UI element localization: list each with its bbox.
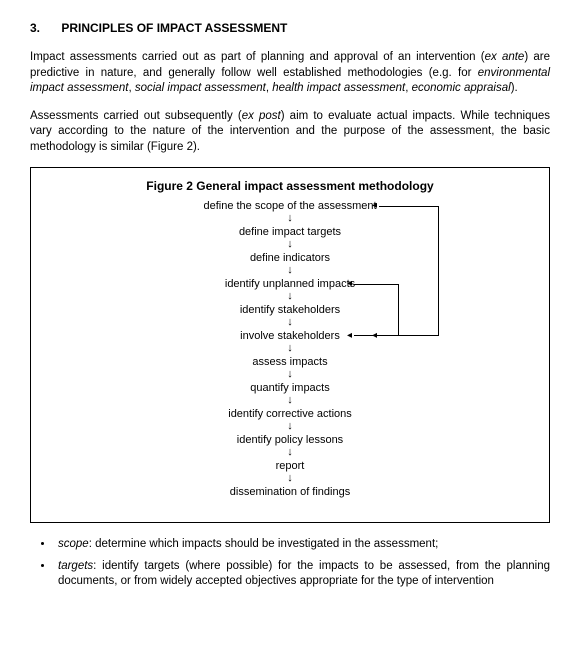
section-heading: 3. PRINCIPLES OF IMPACT ASSESSMENT	[30, 20, 550, 36]
flow-step: define the scope of the assessment	[39, 200, 541, 212]
flow-step: dissemination of findings	[39, 486, 541, 498]
flow-step: involve stakeholders	[39, 330, 541, 342]
down-arrow-icon: ↓	[287, 473, 293, 484]
down-arrow-icon: ↓	[287, 291, 293, 302]
term-economic: economic appraisal	[412, 82, 511, 94]
left-arrow-icon: ◂	[347, 331, 352, 341]
bullet-term: scope	[58, 538, 89, 550]
bullet-term: targets	[58, 560, 93, 572]
term-ex-post: ex post	[242, 110, 281, 122]
down-arrow-icon: ↓	[287, 265, 293, 276]
left-arrow-icon: ◂	[347, 279, 352, 289]
term-social-impact: social impact assessment	[135, 82, 266, 94]
flow-step: identify stakeholders	[39, 304, 541, 316]
left-arrow-icon: ◂	[372, 201, 377, 211]
term-ex-ante: ex ante	[485, 51, 525, 63]
bullet-text: : identify targets (where possible) for …	[58, 560, 550, 588]
section-title: PRINCIPLES OF IMPACT ASSESSMENT	[61, 21, 287, 35]
flow-step: define indicators	[39, 252, 541, 264]
list-item: targets: identify targets (where possibl…	[54, 559, 550, 590]
flow-step: identify unplanned impacts	[39, 278, 541, 290]
down-arrow-icon: ↓	[287, 421, 293, 432]
definition-list: scope: determine which impacts should be…	[30, 537, 550, 590]
down-arrow-icon: ↓	[287, 447, 293, 458]
paragraph-1: Impact assessments carried out as part o…	[30, 50, 550, 97]
text: ).	[511, 82, 518, 94]
flow-step: identify corrective actions	[39, 408, 541, 420]
down-arrow-icon: ↓	[287, 343, 293, 354]
text: Impact assessments carried out as part o…	[30, 51, 485, 63]
down-arrow-icon: ↓	[287, 395, 293, 406]
figure-title: Figure 2 General impact assessment metho…	[39, 178, 541, 194]
figure-2-box: Figure 2 General impact assessment metho…	[30, 167, 550, 523]
down-arrow-icon: ↓	[287, 369, 293, 380]
feedback-loop	[354, 284, 399, 336]
down-arrow-icon: ↓	[287, 239, 293, 250]
flowchart: define the scope of the assessment↓defin…	[39, 200, 541, 510]
section-number: 3.	[30, 20, 58, 36]
flow-step: report	[39, 460, 541, 472]
term-health-impact: health impact assessment	[272, 82, 405, 94]
down-arrow-icon: ↓	[287, 317, 293, 328]
text: Assessments carried out subsequently (	[30, 110, 242, 122]
flow-step: identify policy lessons	[39, 434, 541, 446]
list-item: scope: determine which impacts should be…	[54, 537, 550, 553]
paragraph-2: Assessments carried out subsequently (ex…	[30, 109, 550, 156]
flow-step: define impact targets	[39, 226, 541, 238]
bullet-text: : determine which impacts should be inve…	[89, 538, 439, 550]
down-arrow-icon: ↓	[287, 213, 293, 224]
flow-step: assess impacts	[39, 356, 541, 368]
flow-step: quantify impacts	[39, 382, 541, 394]
